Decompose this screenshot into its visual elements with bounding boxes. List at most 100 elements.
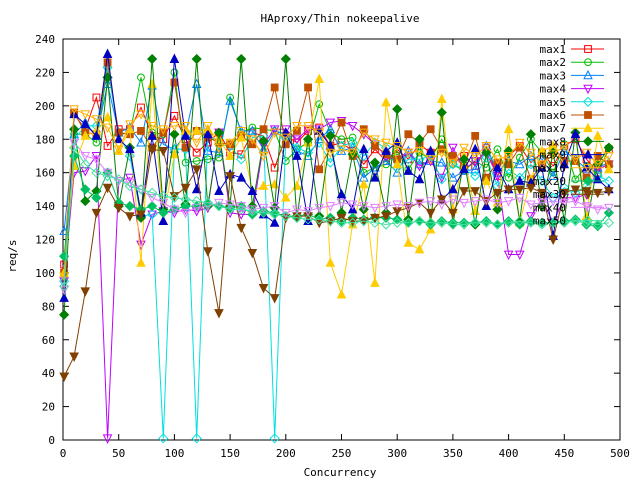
data-point — [481, 195, 492, 205]
series-line-max50 — [63, 146, 609, 287]
data-point — [481, 152, 492, 163]
data-point — [336, 140, 347, 152]
data-point — [147, 130, 157, 140]
x-tick-label: 200 — [276, 447, 296, 460]
legend-label: max20 — [533, 175, 566, 188]
data-point — [537, 198, 547, 209]
y-tick-label: 40 — [42, 367, 55, 380]
data-point — [425, 155, 436, 165]
legend-label: max6 — [540, 109, 567, 122]
data-point — [236, 126, 247, 137]
data-point — [503, 217, 514, 228]
data-point — [214, 147, 224, 157]
y-tick-label: 60 — [42, 334, 55, 347]
data-point — [570, 216, 581, 227]
data-point — [470, 163, 480, 174]
data-point — [448, 158, 458, 169]
data-point — [458, 219, 470, 230]
data-point — [169, 121, 180, 132]
data-point — [202, 197, 213, 208]
data-point — [592, 130, 603, 140]
data-point — [526, 212, 536, 222]
data-point — [59, 225, 69, 236]
data-point — [102, 183, 113, 194]
data-point — [404, 130, 413, 139]
data-point — [448, 195, 458, 205]
data-point — [281, 140, 290, 149]
data-point — [304, 83, 312, 92]
data-point — [436, 200, 447, 210]
data-point — [247, 125, 258, 135]
data-point — [492, 172, 503, 182]
data-point — [80, 152, 91, 162]
data-point — [180, 194, 191, 205]
data-point — [514, 175, 525, 185]
data-point — [503, 123, 514, 134]
data-point — [381, 145, 391, 155]
legend-label: max4 — [540, 83, 567, 96]
data-point — [514, 158, 525, 169]
data-point — [270, 83, 279, 92]
data-point — [315, 165, 324, 174]
x-axis-label: Concurrency — [304, 466, 377, 479]
data-point — [403, 202, 414, 212]
data-point — [525, 159, 536, 170]
data-point — [470, 170, 481, 182]
data-point — [526, 183, 536, 194]
data-point — [125, 143, 135, 154]
data-point — [392, 158, 403, 169]
data-point — [91, 167, 102, 178]
y-tick-label: 0 — [48, 434, 55, 447]
data-point — [147, 209, 158, 220]
data-point — [337, 135, 346, 144]
data-point — [80, 195, 91, 207]
data-point — [80, 159, 91, 170]
series-max40 — [59, 138, 614, 296]
data-point — [492, 162, 503, 172]
data-point — [113, 145, 124, 155]
data-point — [347, 137, 358, 148]
data-point — [214, 309, 224, 319]
data-point — [503, 197, 514, 207]
data-point — [470, 197, 480, 207]
data-point — [147, 200, 158, 212]
data-point — [269, 294, 280, 304]
data-point — [158, 147, 169, 157]
data-point — [559, 188, 570, 199]
data-point — [225, 138, 235, 149]
data-point — [570, 214, 581, 225]
data-point — [214, 133, 224, 144]
data-point — [358, 150, 369, 162]
data-point — [525, 129, 536, 140]
y-tick-label: 80 — [42, 300, 55, 313]
data-point — [392, 217, 403, 228]
legend-marker — [583, 69, 593, 80]
data-point — [347, 200, 358, 210]
data-point — [92, 93, 101, 102]
legend-item-max4: max4 — [540, 83, 604, 96]
legend-item-max2: max2 — [540, 56, 604, 69]
data-point — [136, 257, 146, 267]
data-point — [514, 185, 525, 195]
data-point — [158, 207, 169, 218]
data-point — [492, 188, 503, 199]
data-point — [280, 125, 291, 135]
data-point — [347, 217, 358, 228]
data-point — [258, 152, 269, 162]
data-point — [492, 155, 503, 165]
data-point — [102, 170, 113, 182]
data-point — [158, 125, 169, 135]
data-point — [258, 207, 269, 218]
data-point — [425, 145, 436, 155]
data-point — [280, 133, 291, 144]
plot-area: 0 20 40 60 80 100 120 140 160 180 200 220 240 0 50 100 1… — [35, 33, 630, 460]
data-point — [158, 198, 169, 209]
data-point — [414, 134, 425, 145]
data-point — [548, 235, 558, 245]
data-point — [113, 133, 124, 144]
data-point — [147, 193, 157, 204]
data-point — [191, 203, 202, 214]
data-point — [447, 159, 459, 170]
data-point — [337, 118, 346, 127]
data-point — [592, 160, 603, 170]
